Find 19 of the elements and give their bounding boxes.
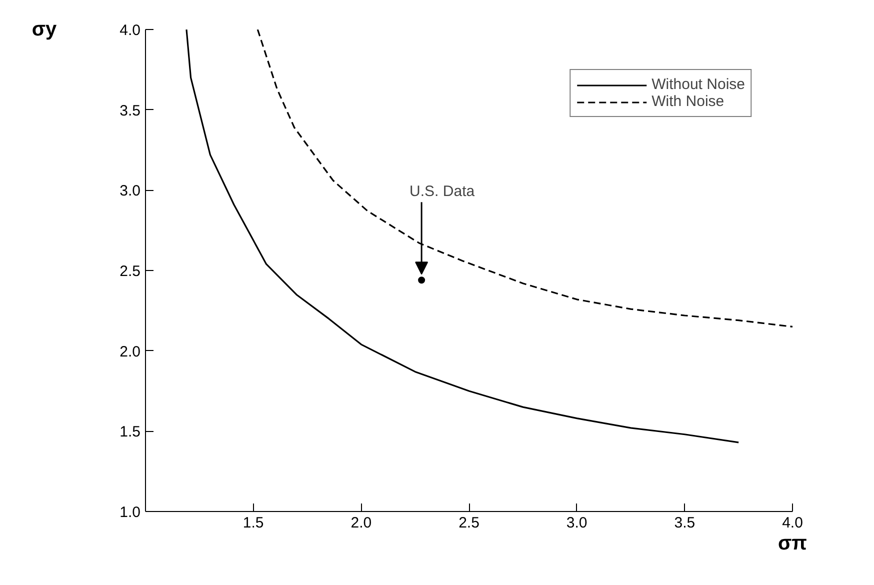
x-tick-label: 3.0 [566, 514, 588, 532]
line-series [256, 30, 792, 328]
legend-label: Without Noise [652, 76, 745, 93]
y-axis-title: σy [32, 18, 58, 40]
x-tick-label: 1.5 [242, 514, 264, 532]
annotation: U.S. Data [410, 183, 476, 200]
y-tick-label: 1.5 [120, 424, 141, 441]
x-axis-title: σπ [778, 532, 808, 554]
y-tick-label: 3.5 [120, 102, 141, 120]
y-tick-label: 4.0 [120, 22, 141, 39]
y-tick-label: 2.0 [120, 343, 141, 360]
x-tick-label: 3.5 [674, 514, 696, 532]
x-tick-label: 2.0 [350, 514, 372, 532]
y-tick-label: 3.0 [120, 182, 141, 200]
x-tick-label: 4.0 [782, 514, 803, 532]
x-tick-label: 2.5 [458, 514, 480, 532]
legend-label: With Noise [652, 93, 724, 110]
y-tick-label: 1.0 [120, 504, 141, 521]
y-tick-label: 2.5 [120, 263, 141, 280]
